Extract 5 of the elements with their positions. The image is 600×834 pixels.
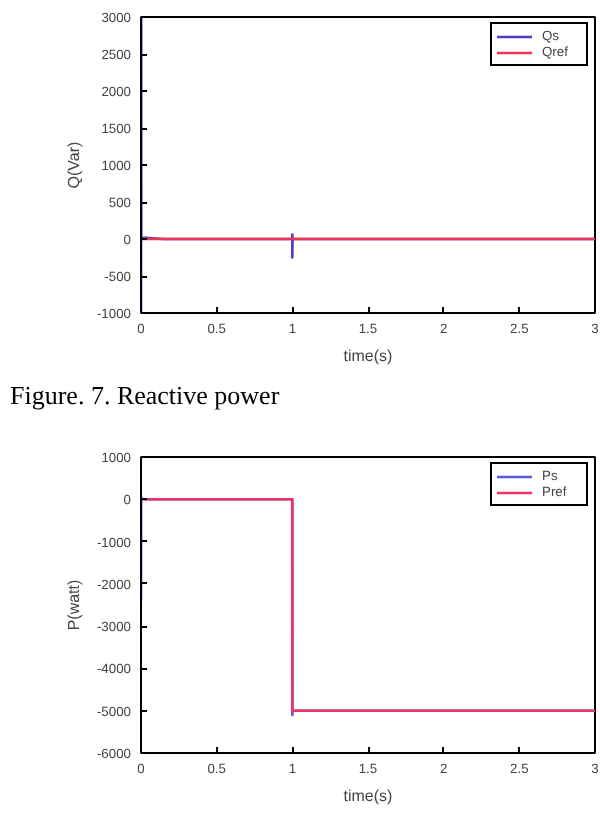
y-axis-title: P(watt) [64,578,83,631]
text: Figure. 7. Reactive power [10,378,280,414]
x-axis-title: time(s) [343,787,394,805]
y-axis-title: Q(Var) [64,140,83,189]
x-axis-title: time(s) [343,347,394,365]
